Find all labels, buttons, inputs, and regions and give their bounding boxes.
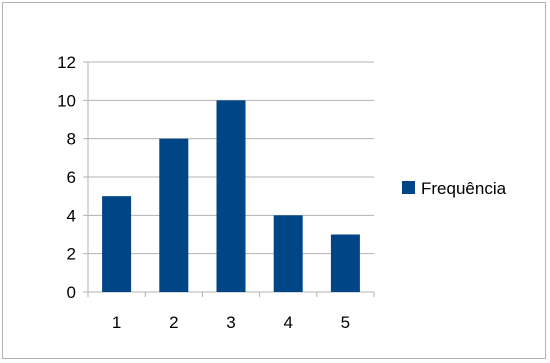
- y-tick-label: 10: [57, 91, 76, 110]
- bar: [330, 234, 360, 292]
- legend-swatch: [402, 181, 415, 194]
- y-tick-label: 12: [57, 53, 76, 72]
- x-tick-label: 2: [169, 313, 178, 332]
- bar: [159, 138, 189, 292]
- y-tick-label: 4: [67, 206, 76, 225]
- legend-label: Frequência: [421, 179, 507, 198]
- x-tick-label: 3: [226, 313, 235, 332]
- y-tick-label: 6: [67, 168, 76, 187]
- x-tick-label: 4: [283, 313, 292, 332]
- bar: [216, 100, 246, 292]
- bar: [273, 215, 303, 292]
- x-tick-label: 1: [112, 313, 121, 332]
- y-tick-label: 2: [67, 245, 76, 264]
- y-tick-label: 0: [67, 283, 76, 302]
- bar: [102, 196, 132, 292]
- y-tick-label: 8: [67, 130, 76, 149]
- x-tick-label: 5: [341, 313, 350, 332]
